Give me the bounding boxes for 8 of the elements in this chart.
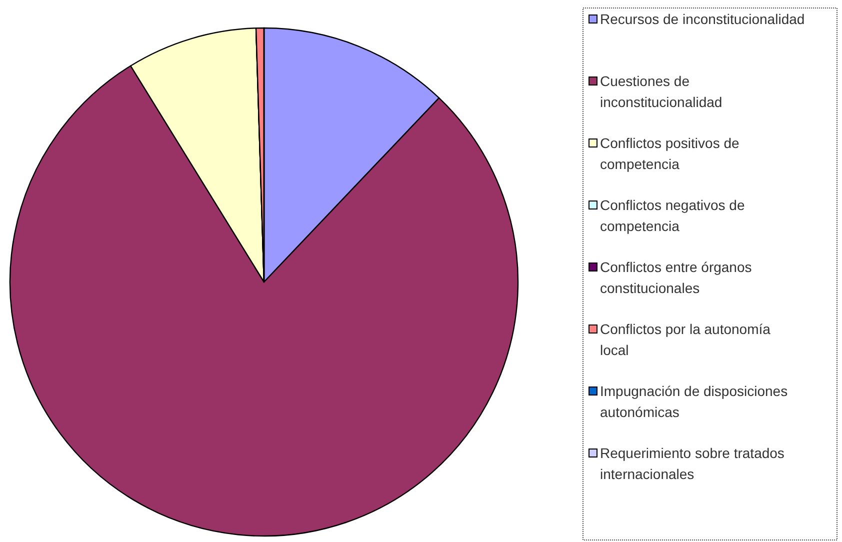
legend-label: Impugnación de disposiciones autonómicas	[600, 383, 788, 420]
legend-label: Conflictos por la autonomía local	[600, 321, 771, 358]
legend-label: Requerimiento sobre tratados internacionales	[600, 445, 784, 482]
legend-label: Cuestiones de inconstitucionalidad	[600, 73, 722, 110]
legend-label: Conflictos negativos de competencia	[600, 197, 745, 234]
legend-label: Conflictos positivos de competencia	[600, 135, 740, 172]
legend-label: Conflictos entre órganos constitucionales	[600, 259, 752, 296]
legend-label: Recursos de inconstitucionalidad	[600, 11, 805, 27]
